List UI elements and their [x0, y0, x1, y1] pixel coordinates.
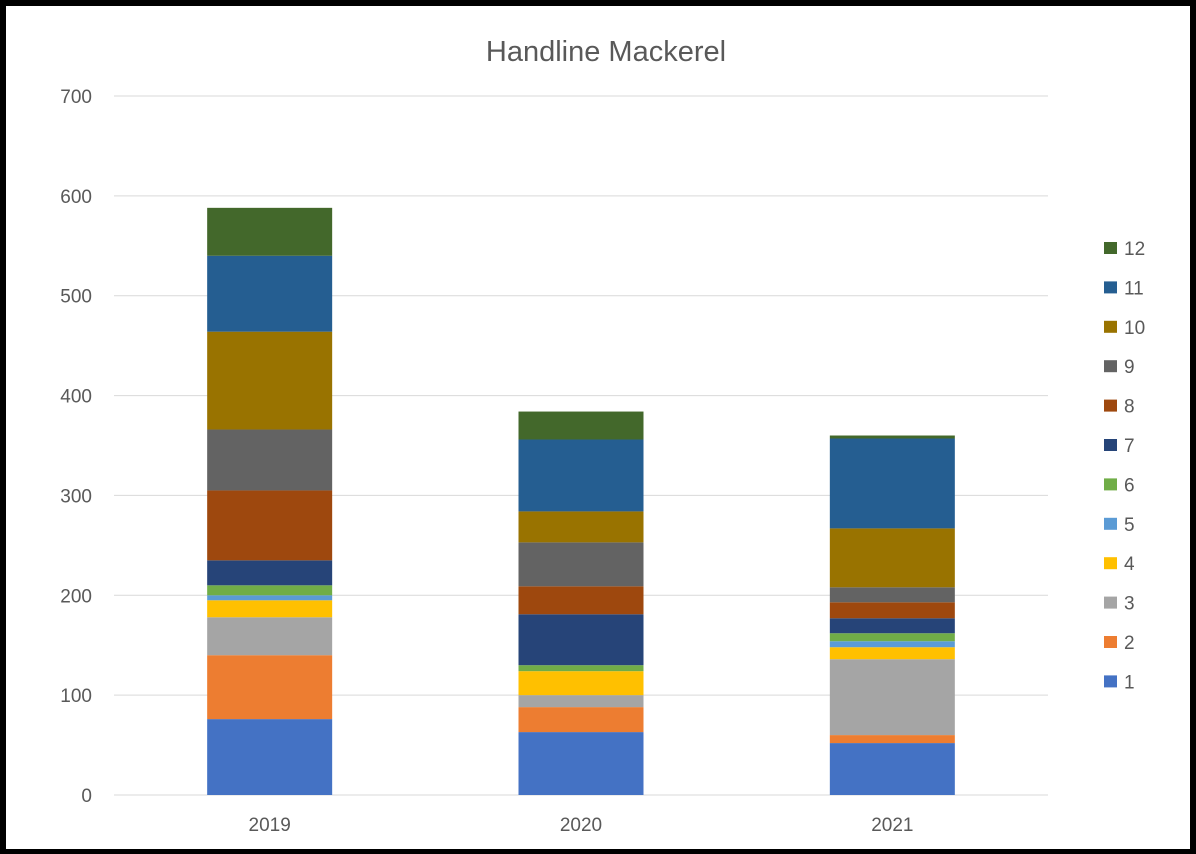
- y-axis-ticks: 0 100 200 300 400 500 600 700: [60, 87, 92, 807]
- x-tick-label: 2021: [871, 815, 913, 836]
- legend-swatch: [1104, 675, 1117, 688]
- legend-label: 6: [1124, 475, 1135, 496]
- legend-label: 8: [1124, 397, 1135, 418]
- bar-segment: [207, 560, 333, 586]
- bar-segment: [829, 438, 955, 529]
- legend-swatch: [1104, 557, 1117, 570]
- legend-swatch: [1104, 242, 1117, 254]
- legend-label: 3: [1124, 594, 1135, 615]
- bar-segment: [518, 614, 644, 666]
- bar-segment: [207, 595, 333, 601]
- bar-segment: [829, 602, 955, 619]
- legend-label: 4: [1124, 554, 1135, 575]
- y-tick-label: 100: [60, 686, 92, 707]
- legend-label: 9: [1124, 357, 1135, 378]
- bar-segment: [518, 732, 644, 795]
- legend-swatch: [1104, 399, 1117, 412]
- legend-label: 7: [1124, 436, 1135, 457]
- bar-segment: [829, 587, 955, 603]
- bar-segment: [207, 655, 333, 720]
- legend-swatch: [1104, 320, 1117, 333]
- bar-segment: [829, 647, 955, 660]
- stacked-bar-chart: Handline Mackerel 0 100 200 300 400 500 600 700…: [60, 36, 1145, 836]
- bar-segment: [207, 331, 333, 430]
- legend-swatch: [1104, 478, 1117, 491]
- legend-label: 11: [1124, 278, 1144, 299]
- bar-segment: [207, 585, 333, 596]
- legend-label: 1: [1124, 672, 1135, 693]
- legend-label: 10: [1124, 318, 1145, 339]
- legend-swatch: [1104, 596, 1117, 609]
- bar-segment: [518, 411, 644, 440]
- bar-segment: [207, 490, 333, 561]
- y-tick-label: 300: [60, 486, 92, 507]
- legend-label: 5: [1124, 515, 1135, 536]
- bar-segment: [207, 429, 333, 491]
- y-tick-label: 0: [81, 786, 92, 807]
- bar-segment: [518, 707, 644, 733]
- bar-segment: [829, 641, 955, 648]
- legend-swatch: [1104, 281, 1117, 294]
- bar-segment: [518, 511, 644, 543]
- legend-label: 12: [1124, 239, 1145, 260]
- bar-segment: [829, 618, 955, 634]
- bar-segment: [829, 735, 955, 744]
- bar-segment: [829, 743, 955, 795]
- legend: 12 11 10 9 8 7 6 5 4 3 2 1: [1104, 239, 1145, 693]
- legend-label: 2: [1124, 633, 1135, 654]
- bar-segment: [518, 695, 644, 708]
- y-tick-label: 600: [60, 187, 92, 208]
- bar-segment: [207, 600, 333, 618]
- x-tick-label: 2019: [249, 815, 291, 836]
- bar-segment: [207, 255, 333, 332]
- x-axis-ticks: 2019 2020 2021: [249, 815, 914, 836]
- bar-segment: [829, 435, 955, 439]
- bar-segment: [829, 659, 955, 736]
- chart-frame: Handline Mackerel 0 100 200 300 400 500 600 700…: [6, 6, 1190, 849]
- y-tick-label: 200: [60, 586, 92, 607]
- bar-segment: [207, 207, 333, 256]
- bar-segment: [518, 671, 644, 696]
- legend-swatch: [1104, 636, 1117, 648]
- y-tick-label: 700: [60, 87, 92, 108]
- y-tick-label: 500: [60, 287, 92, 308]
- bar-segment: [518, 542, 644, 587]
- bars: [207, 207, 955, 795]
- legend-swatch: [1104, 360, 1117, 373]
- chart-title: Handline Mackerel: [486, 36, 726, 68]
- bar-segment: [829, 528, 955, 588]
- bar-segment: [518, 586, 644, 615]
- bar-segment: [829, 633, 955, 642]
- bar-segment: [207, 617, 333, 656]
- x-tick-label: 2020: [560, 815, 602, 836]
- y-tick-label: 400: [60, 387, 92, 408]
- bar-segment: [207, 719, 333, 795]
- legend-swatch: [1104, 439, 1117, 451]
- bar-segment: [518, 439, 644, 512]
- legend-swatch: [1104, 517, 1117, 530]
- bar-segment: [518, 665, 644, 672]
